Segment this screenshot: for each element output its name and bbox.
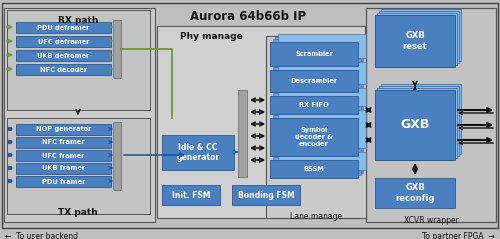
Bar <box>381 9 461 61</box>
Bar <box>4 8 155 222</box>
Bar <box>379 11 459 63</box>
Text: ←  To user backend: ← To user backend <box>5 232 78 239</box>
Text: Lane manage: Lane manage <box>290 212 342 221</box>
Text: Idle & CC
generator: Idle & CC generator <box>176 143 220 162</box>
Bar <box>278 62 366 84</box>
Text: To partner FPGA  →: To partner FPGA → <box>422 232 495 239</box>
Bar <box>113 122 121 190</box>
Bar <box>275 37 363 61</box>
Text: PDU deframer: PDU deframer <box>37 25 90 31</box>
Text: RX FIFO: RX FIFO <box>299 102 329 108</box>
Text: GXB
reset: GXB reset <box>402 31 427 51</box>
Bar <box>278 110 366 148</box>
Text: GXB
reconfig: GXB reconfig <box>395 183 435 203</box>
Bar <box>270 160 358 178</box>
Text: TX path: TX path <box>58 208 98 217</box>
Bar <box>278 88 366 106</box>
Bar <box>377 88 457 158</box>
Text: UFC framer: UFC framer <box>42 152 84 158</box>
Text: Init. FSM: Init. FSM <box>172 190 210 200</box>
Text: UKB deframer: UKB deframer <box>38 53 90 59</box>
Text: RX path: RX path <box>58 16 98 25</box>
Text: Aurora 64b66b IP: Aurora 64b66b IP <box>190 10 306 23</box>
Text: Bonding FSM: Bonding FSM <box>238 190 294 200</box>
Bar <box>162 135 234 170</box>
Bar <box>7 10 150 110</box>
Text: XCVR wrapper: XCVR wrapper <box>404 216 458 225</box>
Text: Symbol
decoder &
encoder: Symbol decoder & encoder <box>295 127 333 147</box>
Bar <box>366 8 496 222</box>
Text: NFC decoder: NFC decoder <box>40 66 87 72</box>
Bar <box>270 70 358 92</box>
Bar <box>113 20 121 78</box>
Bar <box>16 50 111 61</box>
Text: BSSM: BSSM <box>304 166 324 172</box>
Text: PDU framer: PDU framer <box>42 179 85 185</box>
Text: GXB: GXB <box>400 119 430 131</box>
Bar <box>381 84 461 154</box>
Bar <box>275 113 363 151</box>
Bar <box>275 65 363 87</box>
Text: UKB framer: UKB framer <box>42 165 85 172</box>
Bar <box>375 178 455 208</box>
Bar <box>16 176 111 187</box>
Bar <box>16 137 111 148</box>
Bar <box>377 13 457 65</box>
Bar <box>273 115 361 153</box>
Text: Scrambler: Scrambler <box>295 51 333 57</box>
Bar <box>278 152 366 170</box>
Bar <box>7 118 150 214</box>
Bar <box>266 36 366 218</box>
Text: Descrambler: Descrambler <box>290 78 338 84</box>
Bar <box>270 96 358 114</box>
Text: Phy manage: Phy manage <box>180 32 243 41</box>
Bar <box>16 22 111 33</box>
Bar <box>157 26 365 218</box>
Bar <box>16 64 111 75</box>
Bar <box>273 93 361 111</box>
Bar <box>275 155 363 173</box>
Text: NFC framer: NFC framer <box>42 140 85 146</box>
Bar <box>16 124 111 135</box>
Bar <box>273 39 361 63</box>
Bar <box>273 67 361 89</box>
Bar <box>16 36 111 47</box>
Bar <box>16 150 111 161</box>
Bar <box>375 90 455 160</box>
Bar <box>375 15 455 67</box>
Bar <box>273 157 361 175</box>
Text: NOP generator: NOP generator <box>36 126 91 132</box>
Bar <box>270 118 358 156</box>
Bar <box>275 91 363 109</box>
Bar <box>16 163 111 174</box>
Bar <box>162 185 220 205</box>
Text: UFC deframer: UFC deframer <box>38 38 89 44</box>
Bar <box>238 90 247 177</box>
Bar <box>379 86 459 156</box>
Bar <box>278 34 366 58</box>
Bar <box>232 185 300 205</box>
Bar <box>270 42 358 66</box>
